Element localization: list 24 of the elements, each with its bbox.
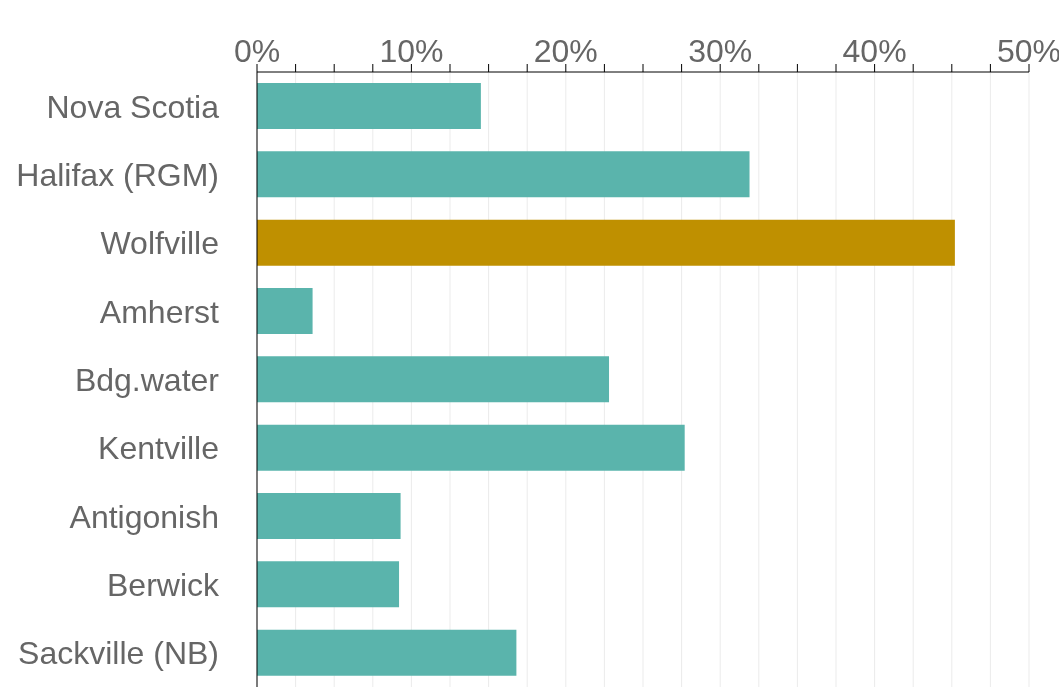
y-tick-label: Antigonish bbox=[69, 498, 219, 535]
x-tick-label: 20% bbox=[533, 33, 598, 69]
bar bbox=[257, 424, 685, 471]
bar bbox=[257, 219, 955, 266]
x-tick-label: 50% bbox=[996, 33, 1059, 69]
y-tick-label: Amherst bbox=[99, 293, 220, 330]
bar bbox=[257, 629, 517, 676]
x-tick-label: 30% bbox=[688, 33, 753, 69]
x-tick-label: 40% bbox=[842, 33, 907, 69]
x-tick-label: 0% bbox=[233, 33, 281, 69]
y-tick-label: Kentville bbox=[98, 430, 219, 467]
y-tick-label: Berwick bbox=[106, 566, 220, 603]
bar bbox=[257, 493, 401, 539]
bar bbox=[257, 288, 313, 334]
y-tick-label: Nova Scotia bbox=[46, 88, 220, 125]
y-tick-label: Wolfville bbox=[100, 225, 219, 262]
bar bbox=[257, 151, 750, 198]
y-tick-label: Halifax (RGM) bbox=[16, 156, 219, 193]
x-tick-label: 10% bbox=[379, 33, 444, 69]
y-tick-label: Bdg.water bbox=[74, 361, 220, 398]
bar bbox=[257, 561, 400, 608]
bar bbox=[257, 356, 610, 403]
y-tick-label: Sackville (NB) bbox=[18, 635, 219, 672]
bar bbox=[257, 83, 481, 129]
